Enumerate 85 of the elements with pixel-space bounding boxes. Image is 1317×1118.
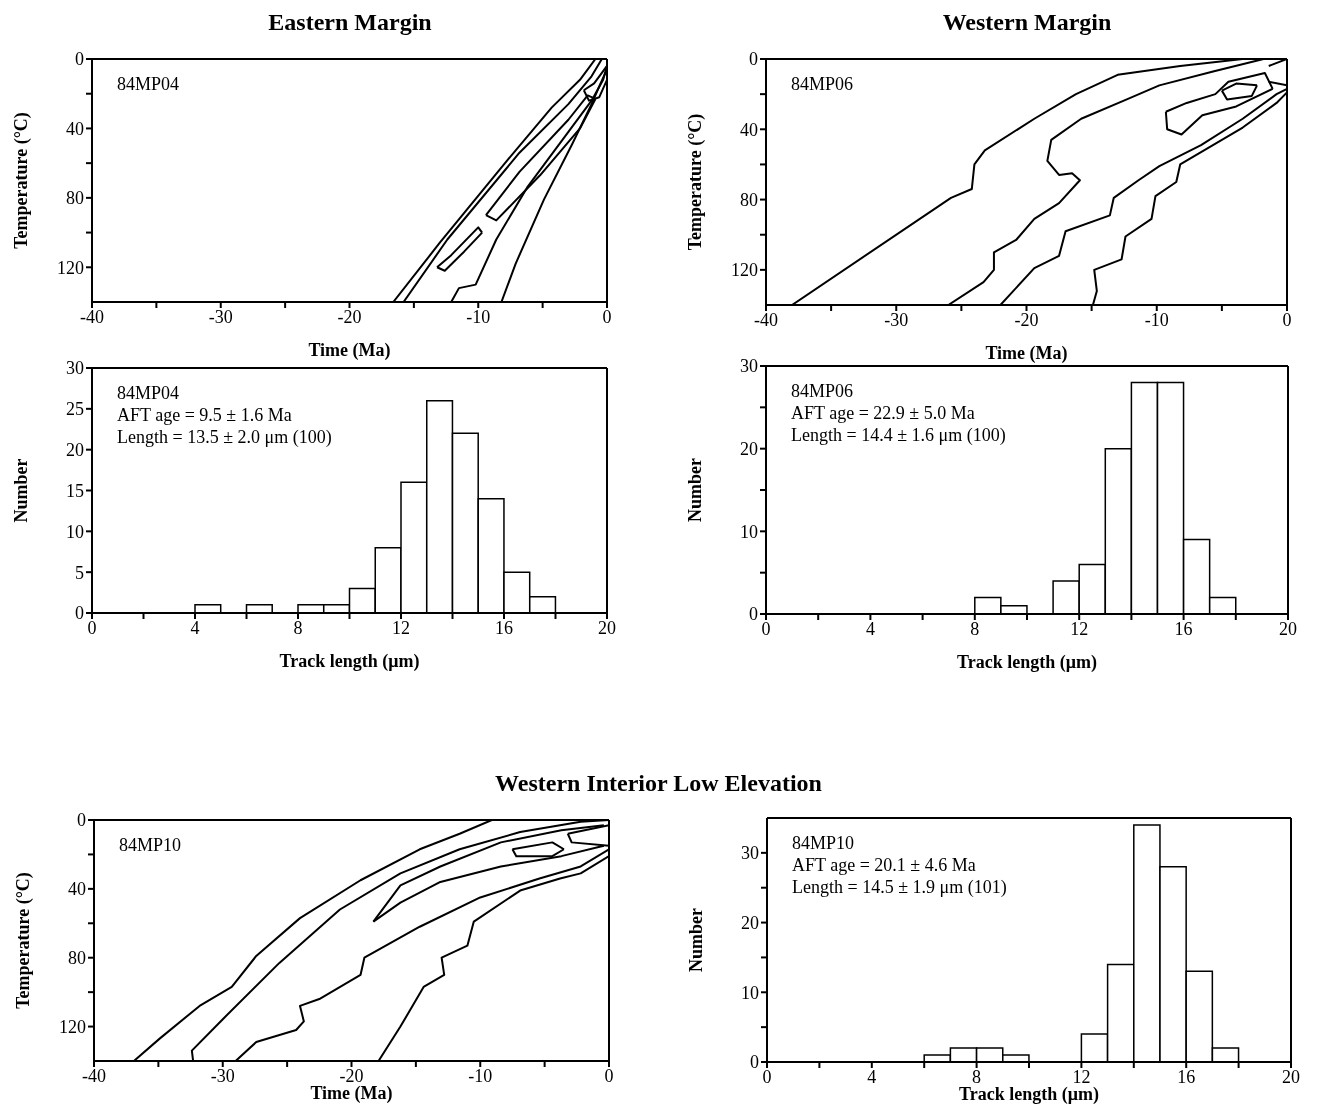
y-tick-label: 80 (66, 188, 84, 209)
y-tick-label: 40 (68, 879, 86, 900)
y-tick-label: 120 (57, 257, 84, 278)
y-tick-label: 120 (731, 260, 758, 281)
x-axis-title: Track length (μm) (279, 651, 420, 672)
annotation: 84MP04 (117, 382, 180, 404)
y-tick-label: 0 (75, 49, 84, 70)
chart-title: Western Margin (941, 9, 1113, 36)
annotation: AFT age = 20.1 ± 4.6 Ma (792, 854, 977, 876)
x-tick-label: -20 (339, 1065, 364, 1086)
x-tick-label: 4 (190, 617, 200, 638)
x-axis-title: Time (Ma) (310, 1083, 393, 1104)
x-tick-label: 12 (1072, 1066, 1091, 1087)
text: Western Interior Low Elevation (494, 770, 823, 797)
annotation: Length = 13.5 ± 2.0 μm (100) (117, 426, 332, 448)
y-tick-label: 10 (66, 521, 84, 542)
y-tick-label: 120 (59, 1016, 86, 1037)
x-tick-label: -30 (210, 1065, 235, 1086)
annotation: 84MP10 (792, 832, 855, 854)
x-tick-label: 20 (598, 617, 616, 638)
x-tick-label: -20 (337, 306, 362, 327)
y-axis-title: Number (685, 458, 706, 522)
x-tick-label: 20 (1282, 1066, 1300, 1087)
x-tick-label: -40 (80, 306, 104, 327)
y-tick-label: 30 (741, 843, 759, 864)
x-tick-label: 12 (1070, 618, 1089, 639)
x-tick-label: 16 (1177, 1066, 1196, 1087)
y-tick-label: 0 (749, 49, 758, 70)
x-tick-label: -10 (466, 306, 491, 327)
x-tick-label: -30 (884, 309, 909, 330)
x-tick-label: 4 (865, 618, 875, 639)
x-tick-label: 0 (604, 1065, 614, 1086)
y-tick-label: 20 (741, 912, 759, 933)
y-axis-title: Temperature (°C) (685, 113, 707, 251)
y-tick-label: 0 (749, 604, 758, 625)
annotation: 84MP10 (119, 834, 182, 856)
x-tick-label: 0 (762, 1066, 772, 1087)
x-tick-label: 8 (970, 618, 980, 639)
y-tick-label: 20 (66, 440, 84, 461)
x-tick-label: 0 (602, 306, 612, 327)
annotation: 84MP06 (791, 380, 854, 402)
y-tick-label: 15 (66, 480, 84, 501)
y-tick-label: 10 (740, 521, 758, 542)
chart-title: Eastern Margin (267, 9, 433, 36)
y-tick-label: 0 (75, 603, 84, 624)
x-axis-title: Time (Ma) (985, 343, 1068, 364)
y-tick-label: 40 (66, 118, 84, 139)
x-tick-label: -20 (1014, 309, 1039, 330)
x-tick-label: -30 (208, 306, 233, 327)
x-axis-title: Track length (μm) (959, 1084, 1099, 1105)
y-axis-title: Temperature (°C) (13, 872, 35, 1009)
y-tick-label: 25 (66, 399, 84, 420)
y-tick-label: 10 (741, 982, 759, 1003)
annotation: Length = 14.5 ± 1.9 μm (101) (792, 876, 1007, 898)
annotation: AFT age = 9.5 ± 1.6 Ma (117, 404, 293, 426)
x-axis-title: Track length (μm) (957, 652, 1097, 673)
annotation: AFT age = 22.9 ± 5.0 Ma (791, 402, 976, 424)
y-tick-label: 30 (66, 358, 84, 379)
y-tick-label: 20 (740, 439, 758, 460)
y-axis-title: Number (11, 458, 32, 523)
x-tick-label: -40 (754, 309, 778, 330)
x-tick-label: -10 (1144, 309, 1169, 330)
y-tick-label: 40 (740, 119, 758, 140)
x-axis-title: Time (Ma) (308, 340, 391, 361)
y-tick-label: 0 (77, 810, 86, 831)
annotation: Length = 14.4 ± 1.6 μm (100) (791, 424, 1006, 446)
y-axis-title: Number (686, 908, 707, 972)
y-axis-title: Temperature (°C) (11, 112, 33, 249)
annotation: 84MP06 (791, 73, 854, 95)
x-tick-label: 16 (495, 617, 513, 638)
x-tick-label: 8 (293, 617, 303, 638)
y-tick-label: 5 (75, 562, 84, 583)
x-tick-label: -40 (82, 1065, 106, 1086)
x-tick-label: 4 (867, 1066, 877, 1087)
y-tick-label: 80 (68, 948, 86, 969)
y-tick-label: 0 (750, 1052, 759, 1073)
y-tick-label: 80 (740, 189, 758, 210)
y-tick-label: 30 (740, 356, 758, 377)
x-tick-label: 16 (1174, 618, 1193, 639)
x-tick-label: 8 (972, 1066, 982, 1087)
x-tick-label: -10 (468, 1065, 493, 1086)
x-tick-label: 12 (392, 617, 410, 638)
x-tick-label: 0 (1282, 309, 1292, 330)
x-tick-label: 20 (1279, 618, 1297, 639)
annotation: 84MP04 (117, 73, 180, 95)
